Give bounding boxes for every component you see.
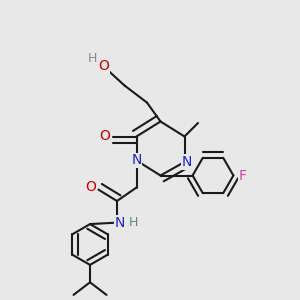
- Text: O: O: [85, 180, 96, 194]
- Text: F: F: [239, 169, 247, 182]
- Text: N: N: [182, 155, 192, 169]
- Text: H: H: [129, 216, 138, 229]
- Text: O: O: [100, 130, 110, 143]
- Text: O: O: [98, 59, 109, 73]
- Text: N: N: [115, 216, 125, 230]
- Text: N: N: [131, 154, 142, 167]
- Text: H: H: [87, 52, 97, 65]
